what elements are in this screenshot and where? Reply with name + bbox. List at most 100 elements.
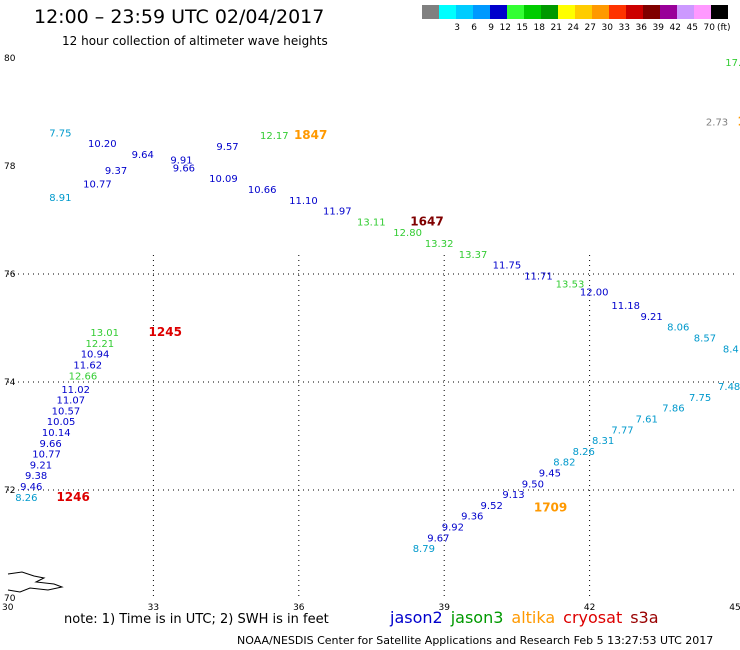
color-swatch: [507, 5, 524, 19]
wave-height-value: 11.07: [56, 396, 85, 407]
wave-height-value: 9.21: [30, 460, 52, 471]
color-scale-item: 36: [626, 5, 647, 33]
color-swatch: [422, 5, 439, 19]
satellite-legend-item: altika: [511, 608, 556, 627]
color-scale-item: 9: [473, 5, 494, 33]
color-swatch: [626, 5, 643, 19]
color-scale-label: 45: [686, 23, 698, 33]
pass-time-label: 1: [737, 115, 740, 129]
color-scale-item: 18: [524, 5, 545, 33]
lat-tick-label: 80: [4, 54, 16, 64]
wave-height-value: 9.13: [502, 490, 524, 501]
wave-height-observations: 17.73 2.73 7.75 10.20 9.64 9.91 9.57 12.17 9.37 9…: [15, 58, 740, 555]
wave-height-value: 11.18: [611, 301, 640, 312]
color-swatch: [439, 5, 456, 19]
color-swatch: [490, 5, 507, 19]
wave-height-value: 9.38: [25, 471, 47, 482]
wave-height-value: 9.37: [105, 166, 127, 177]
color-scale-label: 15: [516, 23, 528, 33]
color-swatch: [677, 5, 694, 19]
color-scale-item: 42: [660, 5, 681, 33]
lon-tick-label: 33: [148, 603, 159, 613]
color-swatch: [609, 5, 626, 19]
color-scale-item: 33: [609, 5, 630, 33]
wave-height-value: 8.79: [413, 544, 435, 555]
color-scale-label: 30: [601, 23, 613, 33]
color-scale-label: 18: [533, 23, 545, 33]
pass-time-labels: 1847 1647 1245 1246 1709 1: [56, 115, 740, 515]
pass-time-label: 1246: [56, 490, 89, 504]
wave-height-value: 9.45: [539, 469, 561, 480]
lat-tick-label: 74: [4, 378, 16, 388]
wave-height-value: 9.66: [40, 439, 62, 450]
color-scale-item: 30: [592, 5, 613, 33]
color-scale-label: 9: [488, 23, 494, 33]
color-scale-label: 24: [567, 23, 579, 33]
color-scale-item: 15: [507, 5, 528, 33]
wave-height-value: 12.66: [69, 371, 98, 382]
color-scale-item: 3: [439, 5, 460, 33]
wave-height-value: 9.66: [173, 163, 195, 174]
wave-height-value: 10.57: [52, 406, 81, 417]
wave-height-value: 11.75: [493, 261, 522, 272]
lon-tick-label: 42: [584, 603, 595, 613]
lat-tick-label: 70: [4, 594, 16, 604]
wave-height-value: 7.61: [636, 415, 658, 426]
color-scale-item: 12: [490, 5, 511, 33]
coastline: [7, 571, 64, 593]
color-scale-item: 70: [694, 5, 715, 33]
wave-height-value: 12.00: [580, 288, 609, 299]
color-swatch: [541, 5, 558, 19]
satellite-legend-item: jason3: [450, 608, 504, 627]
wave-height-value: 9.50: [522, 479, 544, 490]
color-swatch: [694, 5, 711, 19]
lon-tick-label: 30: [2, 603, 14, 613]
lon-tick-label: 36: [293, 603, 305, 613]
wave-height-value: 10.77: [32, 450, 61, 461]
color-scale-item: 6: [456, 5, 477, 33]
color-scale-label: 21: [550, 23, 562, 33]
wave-height-value: 8.26: [573, 447, 595, 458]
pass-time-label: 1245: [149, 325, 182, 339]
wave-height-value: 10.66: [248, 185, 277, 196]
color-scale-item: 27: [575, 5, 596, 33]
wave-height-value: 9.57: [216, 142, 238, 153]
page-subtitle: 12 hour collection of altimeter wave hei…: [62, 34, 328, 48]
wave-height-value: 9.52: [481, 501, 503, 512]
pass-time-label: 1847: [294, 128, 327, 142]
wave-height-value: 12.21: [86, 339, 115, 350]
wave-height-value: 11.62: [73, 361, 102, 372]
lon-tick-label: 39: [438, 603, 450, 613]
wave-height-value: 12.80: [393, 228, 422, 239]
note-text: note: 1) Time is in UTC; 2) SWH is in fe…: [64, 612, 329, 627]
wave-height-value: 9.36: [461, 512, 483, 523]
wave-height-value: 9.64: [132, 150, 154, 161]
credit-line: NOAA/NESDIS Center for Satellite Applica…: [237, 634, 714, 647]
lat-tick-label: 76: [4, 270, 16, 280]
satellite-legend-item: cryosat: [563, 608, 623, 627]
pass-time-label: 1709: [534, 501, 567, 515]
wave-height-value: 8.57: [694, 334, 716, 345]
color-scale-item: 21: [541, 5, 562, 33]
wave-height-value: 10.05: [47, 417, 76, 428]
pass-time-label: 1647: [410, 214, 443, 228]
page-title: 12:00 – 23:59 UTC 02/04/2017: [34, 6, 325, 28]
wave-height-value: 10.20: [88, 139, 117, 150]
wave-height-value: 13.53: [556, 280, 585, 291]
lat-tick-label: 72: [4, 486, 15, 496]
wave-height-value: 7.75: [689, 393, 711, 404]
lat-lon-grid: [8, 255, 735, 598]
color-scale-label: 33: [618, 23, 630, 33]
wave-height-value: 7.75: [49, 128, 71, 139]
wave-height-value: 10.09: [209, 174, 238, 185]
color-scale-item: [711, 5, 728, 19]
wave-height-value: 7.86: [662, 404, 684, 415]
wave-height-value: 9.21: [640, 312, 662, 323]
color-swatch: [711, 5, 728, 19]
wave-height-value: 8.82: [553, 458, 575, 469]
wave-height-value: 9.91: [170, 155, 192, 166]
color-scale-label: 12: [499, 23, 511, 33]
color-scale-item: 24: [558, 5, 579, 33]
wave-height-value: 13.01: [90, 328, 119, 339]
wave-height-value: 7.48: [718, 382, 740, 393]
